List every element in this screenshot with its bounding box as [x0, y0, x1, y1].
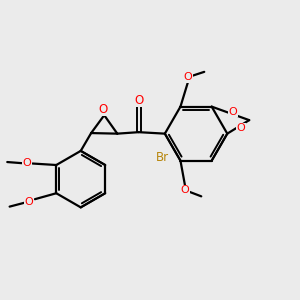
Text: O: O: [181, 185, 189, 195]
Text: O: O: [134, 94, 143, 106]
Text: O: O: [236, 123, 245, 134]
Text: O: O: [98, 103, 107, 116]
Text: O: O: [184, 72, 192, 82]
Text: O: O: [22, 158, 31, 168]
Text: O: O: [228, 107, 237, 117]
Text: O: O: [25, 196, 33, 207]
Text: Br: Br: [155, 151, 169, 164]
